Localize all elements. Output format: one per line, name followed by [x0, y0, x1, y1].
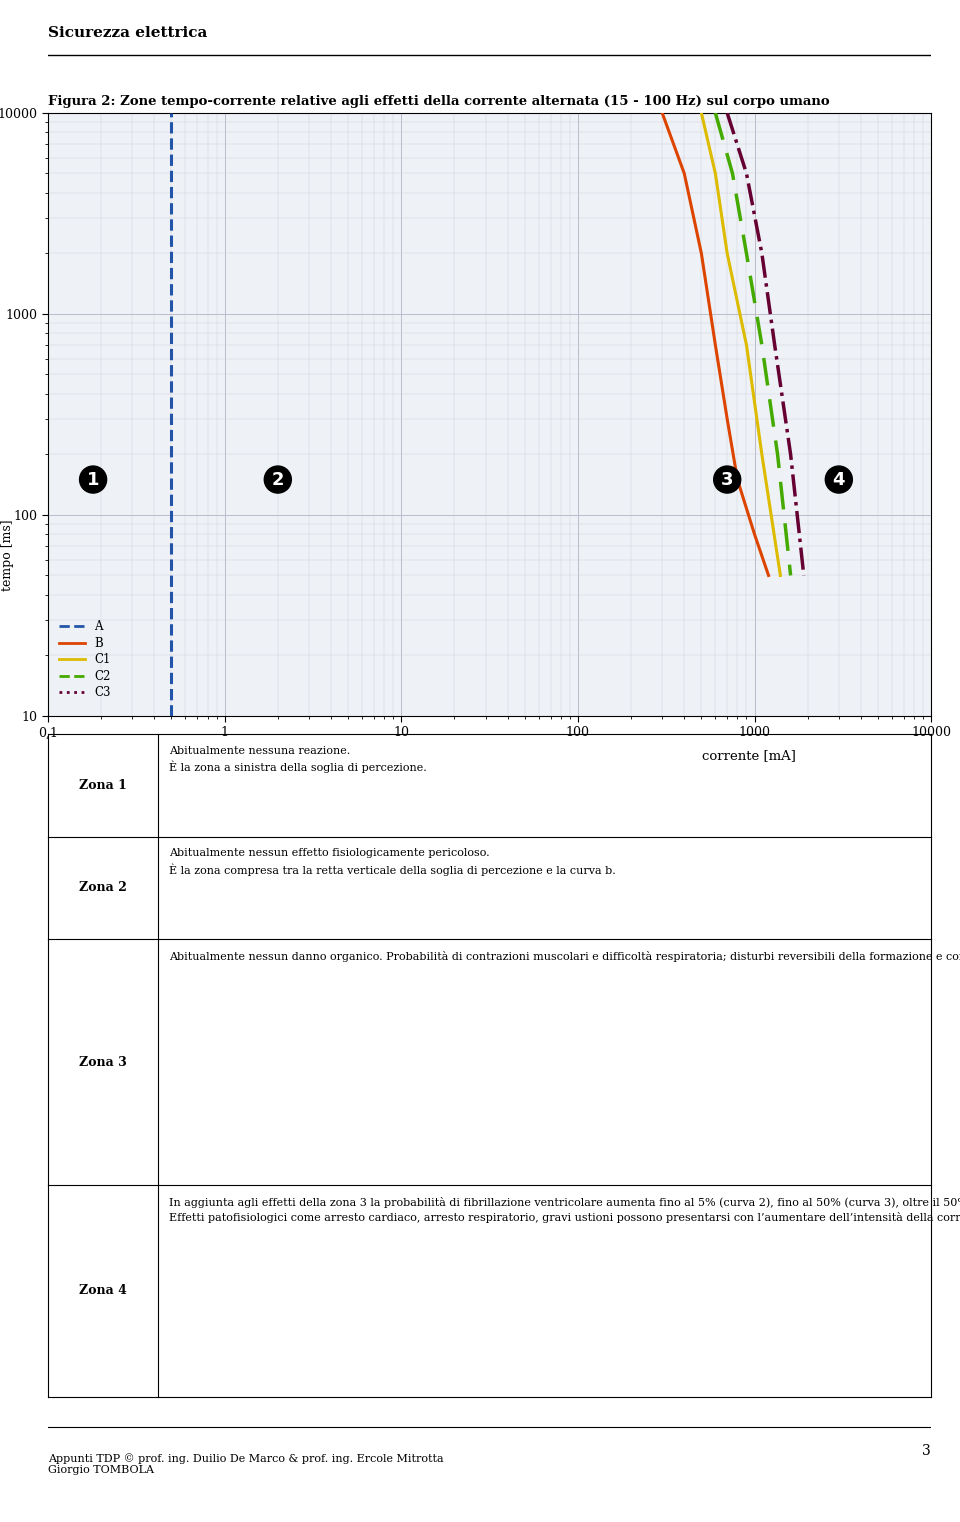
Text: Sicurezza elettrica: Sicurezza elettrica [48, 26, 207, 41]
Text: Figura 2: Zone tempo-corrente relative agli effetti della corrente alternata (15: Figura 2: Zone tempo-corrente relative a… [48, 94, 829, 108]
Text: Abitualmente nessun danno organico. Probabilità di contrazioni muscolari e diffi: Abitualmente nessun danno organico. Prob… [169, 951, 960, 962]
Text: Zona 1: Zona 1 [80, 779, 127, 791]
Text: Zona 4: Zona 4 [80, 1285, 127, 1297]
Text: tempo [ms]: tempo [ms] [1, 519, 14, 592]
Text: 3: 3 [721, 470, 733, 489]
Legend: A, B, C1, C2, C3: A, B, C1, C2, C3 [54, 615, 115, 705]
Text: In aggiunta agli effetti della zona 3 la probabilità di fibrillazione ventricola: In aggiunta agli effetti della zona 3 la… [169, 1196, 960, 1222]
Text: 2: 2 [272, 470, 284, 489]
Text: Appunti TDP © prof. ing. Duilio De Marco & prof. ing. Ercole Mitrotta
Giorgio TO: Appunti TDP © prof. ing. Duilio De Marco… [48, 1452, 444, 1475]
Text: Abitualmente nessuna reazione.
È la zona a sinistra della soglia di percezione.: Abitualmente nessuna reazione. È la zona… [169, 746, 427, 773]
Text: Abitualmente nessun effetto fisiologicamente pericoloso.
È la zona compresa tra : Abitualmente nessun effetto fisiologicam… [169, 848, 615, 875]
Text: corrente [mA]: corrente [mA] [702, 749, 796, 763]
Text: Zona 2: Zona 2 [80, 881, 127, 895]
Text: 4: 4 [832, 470, 845, 489]
Text: Zona 3: Zona 3 [80, 1056, 127, 1068]
Text: 3: 3 [923, 1444, 931, 1458]
Text: 1: 1 [86, 470, 99, 489]
